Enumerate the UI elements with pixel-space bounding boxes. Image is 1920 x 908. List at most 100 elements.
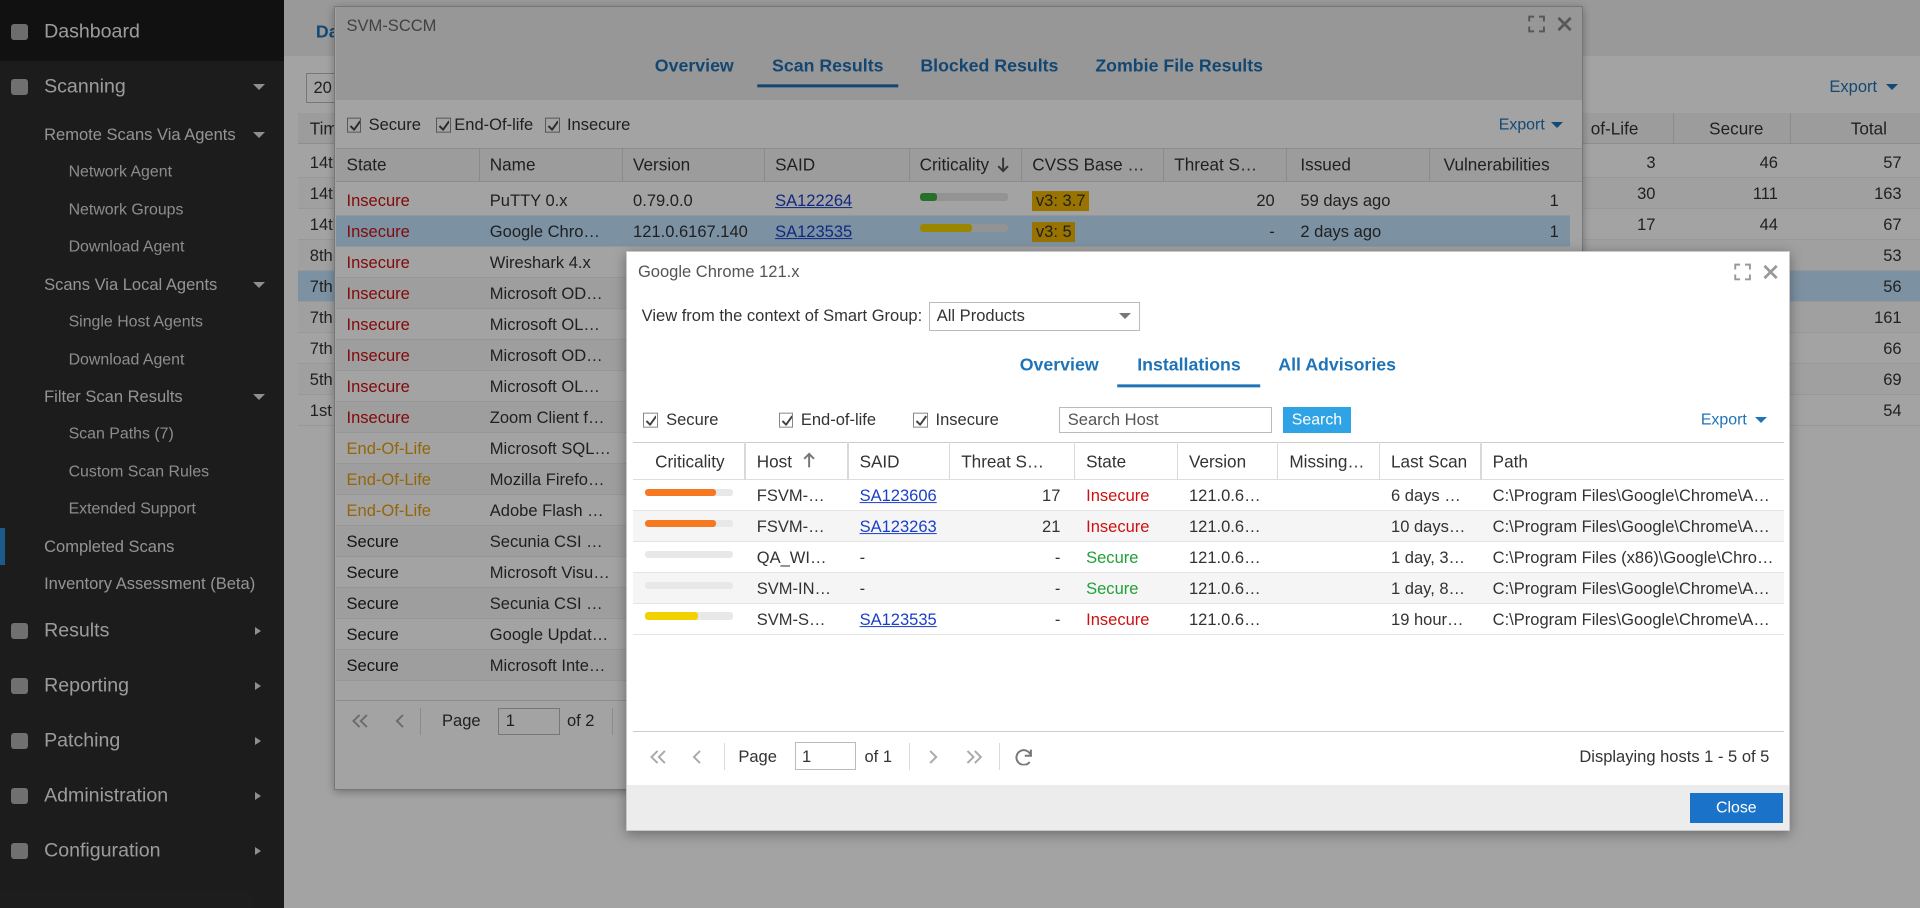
- menu-item[interactable]: Scanning: [44, 75, 126, 98]
- said-link[interactable]: SA122264: [775, 190, 853, 210]
- column-header[interactable]: Version: [633, 155, 691, 176]
- menu-group[interactable]: Remote Scans Via Agents: [44, 124, 236, 144]
- menu-icon: [11, 843, 29, 859]
- checkbox[interactable]: [913, 412, 929, 428]
- column-header[interactable]: State: [346, 155, 387, 176]
- table-row[interactable]: [633, 542, 1785, 574]
- tab[interactable]: Scan Results: [757, 55, 899, 88]
- tab[interactable]: Overview: [1019, 354, 1099, 375]
- menu-group[interactable]: Inventory Assessment (Beta): [44, 574, 256, 594]
- menu-subitem[interactable]: Extended Support: [68, 500, 196, 518]
- menu-group[interactable]: Completed Scans: [44, 536, 175, 556]
- column-header[interactable]: Criticality: [919, 155, 990, 176]
- column-header[interactable]: Path: [1492, 451, 1528, 472]
- menu-group[interactable]: Scans Via Local Agents: [44, 274, 218, 294]
- checkbox[interactable]: [346, 117, 362, 133]
- column-header[interactable]: Host: [756, 451, 792, 472]
- divider: [1176, 442, 1178, 480]
- cell-text: 59 days ago: [1300, 190, 1391, 210]
- menu-item[interactable]: Results: [44, 618, 110, 641]
- tab[interactable]: Overview: [654, 55, 734, 76]
- menu-subitem[interactable]: Scan Paths (7): [68, 425, 174, 443]
- menu-group[interactable]: Filter Scan Results: [44, 387, 183, 407]
- export-button[interactable]: Export: [1498, 116, 1545, 134]
- maximize-button[interactable]: [1528, 16, 1546, 33]
- cell-number: -: [1269, 221, 1275, 241]
- menu-subitem[interactable]: Network Groups: [68, 201, 184, 219]
- said-link[interactable]: SA123535: [859, 609, 937, 629]
- menu-subitem[interactable]: Single Host Agents: [68, 313, 203, 331]
- column-header[interactable]: Last Scan: [1391, 451, 1468, 472]
- checkbox[interactable]: [435, 117, 451, 133]
- prev-page-button[interactable]: [689, 749, 706, 764]
- table-row[interactable]: [335, 185, 1570, 217]
- page-input[interactable]: [794, 742, 856, 771]
- first-page-button[interactable]: [351, 714, 369, 729]
- divider: [1480, 442, 1482, 480]
- tab[interactable]: Blocked Results: [920, 55, 1059, 76]
- column-header[interactable]: Criticality: [655, 451, 725, 472]
- refresh-button[interactable]: [1015, 748, 1033, 766]
- table-row[interactable]: [633, 573, 1785, 605]
- menu-item[interactable]: Patching: [44, 729, 121, 752]
- close-button[interactable]: [1556, 16, 1573, 33]
- menu-item[interactable]: Dashboard: [44, 20, 140, 43]
- page-tab[interactable]: Da: [315, 21, 339, 42]
- search-input[interactable]: [1059, 406, 1273, 434]
- menu-subitem[interactable]: Download Agent: [68, 238, 185, 256]
- menu-item[interactable]: Administration: [44, 784, 169, 807]
- search-button[interactable]: [1283, 406, 1351, 434]
- column-header[interactable]: Vulnerabilities: [1443, 155, 1550, 176]
- cell-text: Adobe Flash …: [489, 500, 604, 520]
- page-input[interactable]: [498, 707, 560, 735]
- checkbox[interactable]: [778, 412, 794, 428]
- divider: [478, 148, 480, 183]
- cell-number: 57: [1883, 152, 1902, 172]
- said-link[interactable]: SA123535: [775, 221, 853, 241]
- criticality-bar: [645, 612, 699, 620]
- menu-icon: [11, 732, 29, 749]
- menu-icon: [11, 677, 29, 694]
- table-row[interactable]: [633, 511, 1785, 543]
- tab[interactable]: Zombie File Results: [1095, 55, 1264, 76]
- menu-subitem[interactable]: Custom Scan Rules: [68, 463, 210, 481]
- first-page-button[interactable]: [649, 749, 666, 764]
- column-header[interactable]: Version: [1188, 451, 1247, 472]
- close-dialog-button[interactable]: [1689, 793, 1783, 823]
- next-page-button[interactable]: [924, 749, 941, 764]
- column-header[interactable]: CVSS Base …: [1032, 155, 1145, 176]
- close-dialog-label[interactable]: Close: [1715, 799, 1757, 817]
- close-button[interactable]: [1762, 263, 1779, 280]
- menu-item[interactable]: Configuration: [44, 839, 161, 862]
- menu-item[interactable]: Reporting: [44, 673, 129, 696]
- menu-subitem[interactable]: Network Agent: [68, 163, 173, 181]
- export-button[interactable]: Export: [1829, 77, 1878, 97]
- maximize-button[interactable]: [1734, 263, 1751, 281]
- search-button-label[interactable]: Search: [1291, 411, 1343, 429]
- checkbox[interactable]: [544, 117, 560, 133]
- table-header: [633, 442, 1785, 480]
- prev-page-button[interactable]: [392, 714, 409, 729]
- column-header[interactable]: Name: [489, 155, 536, 176]
- said-link[interactable]: SA123263: [859, 516, 937, 536]
- export-button[interactable]: Export: [1700, 411, 1747, 429]
- said-link[interactable]: SA123606: [859, 485, 937, 505]
- cell-text: -: [859, 578, 866, 598]
- last-page-button[interactable]: [965, 749, 983, 764]
- menu-subitem[interactable]: Download Agent: [68, 350, 185, 368]
- column-header[interactable]: Issued: [1300, 155, 1351, 176]
- column-header[interactable]: Threat S…: [961, 451, 1045, 472]
- table-row[interactable]: [633, 480, 1785, 512]
- column-header[interactable]: SAID: [859, 451, 900, 472]
- checkbox[interactable]: [642, 412, 658, 428]
- table-row[interactable]: [633, 604, 1785, 636]
- column-header[interactable]: Threat S…: [1174, 155, 1258, 176]
- tab[interactable]: Installations: [1117, 354, 1261, 388]
- column-header[interactable]: Missing…: [1289, 451, 1365, 472]
- criticality-bar: [645, 488, 716, 496]
- tab[interactable]: All Advisories: [1278, 354, 1396, 375]
- table-row[interactable]: [335, 216, 1570, 248]
- column-header[interactable]: State: [1086, 451, 1127, 472]
- column-header[interactable]: SAID: [775, 155, 816, 176]
- smart-group-select[interactable]: [929, 302, 1140, 331]
